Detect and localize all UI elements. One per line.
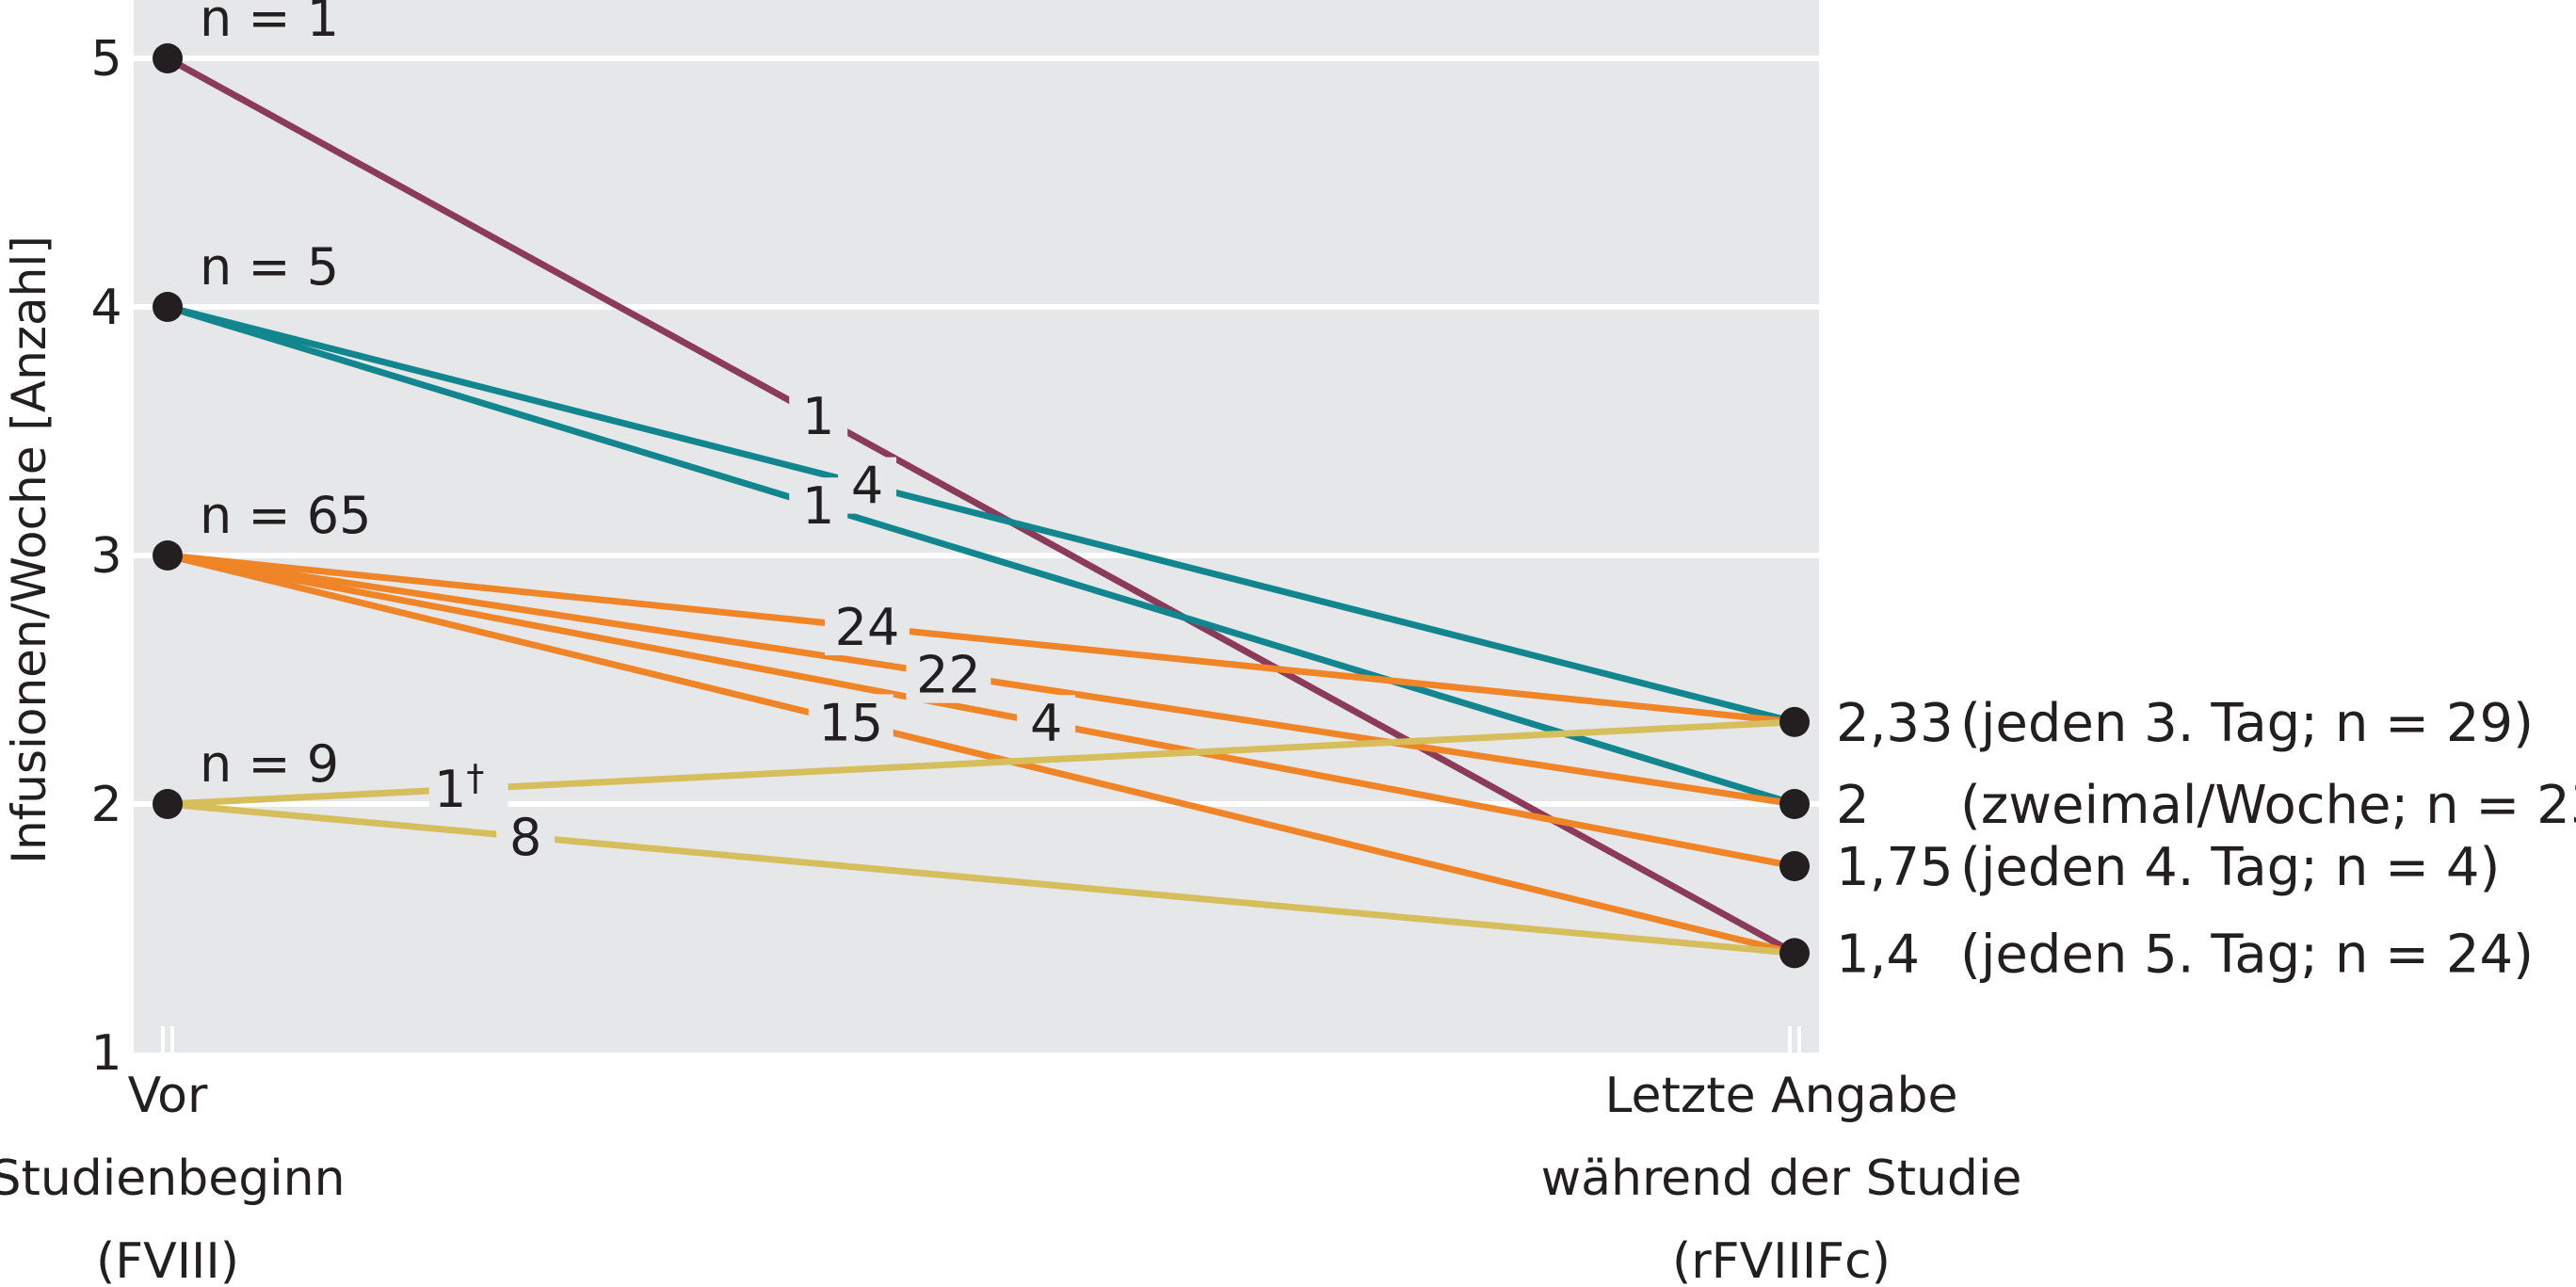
end-value-label: 1,75 bbox=[1836, 837, 1954, 898]
segment-label-gap bbox=[496, 808, 555, 865]
end-point bbox=[1779, 938, 1810, 969]
segment-count-label: 1 bbox=[802, 476, 834, 536]
segment-count-label: 15 bbox=[818, 693, 883, 752]
x-category-labels: Vor Studienbeginn (FVIII) Letzte Angabe währ… bbox=[0, 1068, 2021, 1287]
x-category-label: (FVIII) bbox=[96, 1233, 239, 1287]
start-point bbox=[153, 789, 183, 819]
end-value-label: 2 bbox=[1836, 775, 1870, 836]
segment-label-gap bbox=[789, 388, 848, 445]
end-description-label: (jeden 4. Tag; n = 4) bbox=[1960, 837, 2500, 898]
x-category-label: Vor bbox=[128, 1068, 208, 1124]
start-group-label: n = 9 bbox=[200, 734, 339, 794]
series-line bbox=[164, 800, 1798, 957]
start-point bbox=[153, 540, 183, 571]
series-line bbox=[164, 55, 1798, 957]
end-group-labels: 2,33 (jeden 3. Tag; n = 29) 2 (zweimal/Woch… bbox=[1836, 693, 2576, 986]
end-point bbox=[1779, 706, 1810, 737]
series-line bbox=[164, 552, 1798, 957]
y-axis-label: Infusionen/Woche [Anzahl] bbox=[2, 235, 56, 864]
y-tick-labels: 1 2 3 4 5 bbox=[90, 31, 121, 1082]
end-point bbox=[1779, 789, 1810, 819]
y-tick-label: 3 bbox=[90, 528, 121, 585]
segment-label-gap bbox=[825, 599, 910, 656]
end-description-label: (zweimal/Woche; n = 23) bbox=[1960, 775, 2576, 836]
segment-label-gap bbox=[428, 760, 508, 817]
x-category-label: während der Studie bbox=[1541, 1150, 2022, 1207]
end-description-label: (jeden 5. Tag; n = 24) bbox=[1960, 924, 2534, 985]
end-value-label: 2,33 bbox=[1836, 693, 1954, 754]
segment-count-label: 8 bbox=[509, 808, 541, 867]
segment-label-gap bbox=[838, 457, 897, 514]
end-point bbox=[1779, 851, 1810, 881]
segment-count-label: 22 bbox=[916, 646, 981, 705]
series-line bbox=[164, 303, 1798, 808]
series-line bbox=[164, 552, 1798, 726]
start-group-labels: n = 1 n = 5 n = 65 n = 9 bbox=[200, 0, 372, 794]
start-group-label: n = 1 bbox=[200, 0, 339, 48]
x-category-label: Letzte Angabe bbox=[1604, 1068, 1957, 1124]
x-category-label: (rFVIIIFc) bbox=[1672, 1233, 1891, 1287]
x-category-label: Studienbeginn bbox=[0, 1150, 346, 1207]
end-description-label: (jeden 3. Tag; n = 29) bbox=[1960, 693, 2534, 754]
segment-count-label: 4 bbox=[1030, 694, 1062, 753]
segment-count-label: 24 bbox=[835, 598, 900, 657]
y-tick-label: 1 bbox=[90, 1025, 121, 1082]
y-tick-label: 4 bbox=[90, 280, 121, 336]
y-tick-label: 5 bbox=[90, 31, 121, 88]
end-value-label: 1,4 bbox=[1836, 924, 1920, 985]
segment-count-label: 1 bbox=[802, 387, 834, 446]
data-points bbox=[153, 43, 1810, 969]
segment-label-gap bbox=[906, 646, 991, 703]
start-point bbox=[153, 292, 183, 322]
start-point bbox=[153, 43, 183, 73]
x-tick-marks bbox=[161, 1026, 1801, 1053]
segment-label-gap bbox=[789, 477, 848, 535]
start-group-label: n = 5 bbox=[200, 237, 339, 297]
segment-label-gap bbox=[1017, 695, 1076, 752]
series-line bbox=[164, 552, 1798, 870]
series-line bbox=[164, 303, 1798, 726]
start-group-label: n = 65 bbox=[200, 486, 372, 545]
segment-count-label: 1† bbox=[434, 757, 484, 819]
y-tick-label: 2 bbox=[90, 777, 121, 833]
segment-label-gap bbox=[808, 694, 894, 751]
segment-count-label: 4 bbox=[851, 457, 883, 516]
